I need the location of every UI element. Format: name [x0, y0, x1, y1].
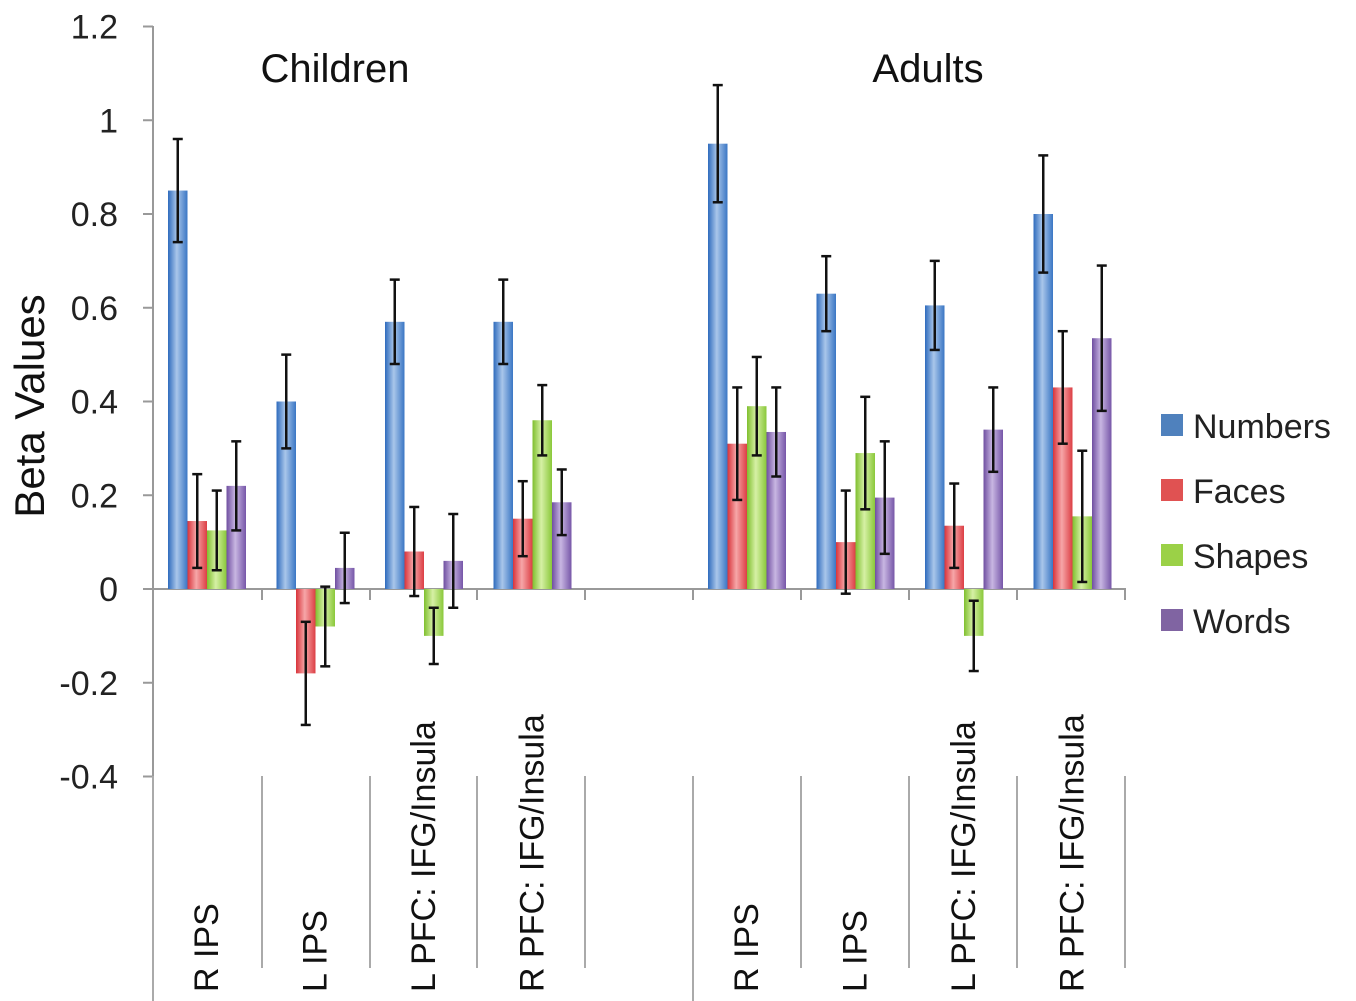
bar-words — [983, 429, 1003, 589]
y-tick-label: 0 — [99, 571, 118, 609]
bar-words — [552, 502, 572, 589]
y-tick-label: 0.2 — [71, 477, 118, 515]
category-label: R PFC: IFG/Insula — [1054, 714, 1092, 992]
bar-faces — [1053, 387, 1073, 589]
group-title: Adults — [872, 47, 983, 91]
bar-words — [1092, 338, 1112, 589]
y-tick-label: 1.2 — [71, 9, 118, 47]
bar-shapes — [855, 453, 875, 589]
group-title: Children — [261, 47, 410, 91]
category-label: L PFC: IFG/Insula — [945, 721, 983, 992]
bars — [168, 143, 1112, 674]
bar-numbers — [385, 321, 405, 589]
legend-swatch-numbers — [1161, 414, 1183, 436]
bar-faces — [727, 443, 747, 589]
bar-shapes — [532, 420, 552, 589]
y-tick-label: 1 — [99, 102, 118, 140]
category-label: L PFC: IFG/Insula — [405, 721, 443, 992]
y-tick-label: -0.4 — [59, 759, 118, 797]
bar-numbers — [493, 321, 513, 589]
y-tick-label: 0.4 — [71, 384, 118, 422]
bar-shapes — [747, 406, 767, 589]
bar-words — [766, 431, 786, 589]
legend-swatch-words — [1161, 609, 1183, 631]
bar-numbers — [816, 293, 836, 589]
legend-swatch-shapes — [1161, 544, 1183, 566]
bar-words — [226, 485, 246, 589]
error-bars — [172, 83, 1107, 727]
legend: Numbers Faces Shapes Words — [1161, 408, 1331, 641]
bar-numbers — [708, 143, 728, 589]
y-tick-label: -0.2 — [59, 665, 118, 703]
y-axis-label: Beta Values — [6, 294, 53, 517]
bar-numbers — [1033, 214, 1053, 589]
y-tick-label: 0.6 — [71, 290, 118, 328]
category-label: L IPS — [297, 910, 335, 992]
legend-swatch-faces — [1161, 479, 1183, 501]
y-ticks: 1.2 1 0.8 0.6 0.4 0.2 0 -0.2 -0.4 — [59, 9, 153, 797]
category-labels: R IPS L IPS L PFC: IFG/Insula R PFC: IFG/In… — [188, 714, 1092, 992]
legend-label-faces: Faces — [1193, 473, 1286, 511]
legend-label-shapes: Shapes — [1193, 538, 1308, 576]
legend-label-numbers: Numbers — [1193, 408, 1331, 446]
category-label: R IPS — [188, 903, 226, 992]
y-tick-label: 0.8 — [71, 196, 118, 234]
bar-numbers — [925, 305, 945, 589]
category-label: R IPS — [728, 903, 766, 992]
category-separators — [152, 589, 1126, 1001]
group-titles: Children Adults — [261, 47, 984, 91]
legend-label-words: Words — [1193, 603, 1291, 641]
category-label: R PFC: IFG/Insula — [514, 714, 552, 992]
category-label: L IPS — [837, 910, 875, 992]
bar-numbers — [168, 190, 188, 589]
